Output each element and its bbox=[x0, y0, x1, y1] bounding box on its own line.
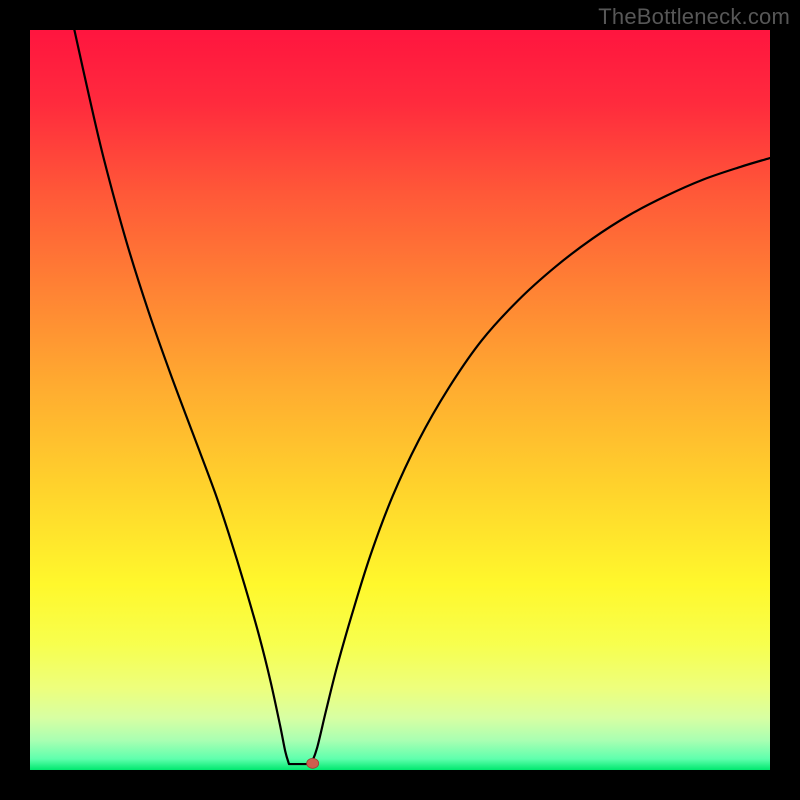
plot-background bbox=[30, 30, 770, 770]
bottleneck-curve-chart bbox=[0, 0, 800, 800]
optimum-marker bbox=[307, 758, 319, 768]
watermark-text: TheBottleneck.com bbox=[598, 4, 790, 30]
chart-container: TheBottleneck.com bbox=[0, 0, 800, 800]
